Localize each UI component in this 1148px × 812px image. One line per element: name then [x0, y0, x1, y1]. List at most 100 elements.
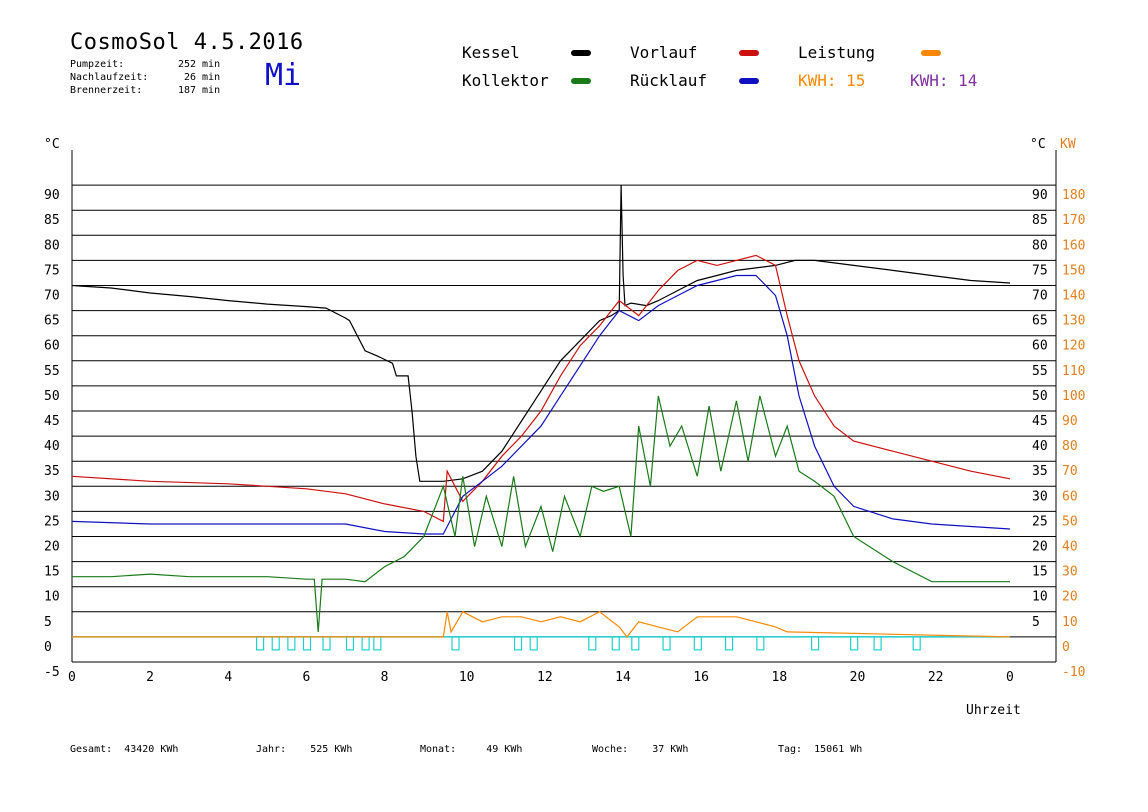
legend-ruecklauf-label: Rücklauf: [630, 71, 708, 90]
series-kessel-line: [71, 185, 1011, 482]
legend-kollektor-swatch: [571, 78, 591, 84]
y-right-tick-label: 75: [1032, 263, 1048, 278]
pump-marker: [662, 636, 671, 651]
y-right-tick-label: 60: [1032, 339, 1048, 354]
y-tick-label: 35: [44, 464, 60, 479]
pump-marker: [724, 636, 734, 651]
series-leistung-line: [72, 611, 1011, 638]
legend-leistung-label: Leistung: [798, 43, 876, 62]
y-right-tick-label: 35: [1032, 464, 1048, 479]
x-tick-label: 14: [615, 670, 631, 685]
y2-tick-label: 30: [1062, 565, 1078, 580]
x-tick-label: 12: [537, 670, 553, 685]
y-tick-label: 15: [44, 565, 60, 580]
y2-tick-label: 10: [1062, 615, 1078, 630]
pump-marker: [302, 636, 312, 651]
y-right-tick-label: 10: [1032, 590, 1048, 605]
x-tick-label: 22: [928, 670, 944, 685]
pump-marker: [322, 636, 331, 651]
pump-marker: [529, 636, 538, 651]
y-tick-label: 70: [44, 289, 60, 304]
weekday-label: Mi: [265, 58, 302, 93]
y-tick-label: 65: [44, 314, 60, 329]
x-tick-label: 10: [459, 670, 475, 685]
y-right-tick-label: 5: [1032, 615, 1040, 630]
y-tick-label: 85: [44, 213, 60, 228]
x-tick-label: 18: [772, 670, 788, 685]
y2-tick-label: 100: [1062, 389, 1085, 404]
y-right-tick-label: 45: [1032, 414, 1048, 429]
y-tick-label: 10: [44, 590, 60, 605]
chart-title: CosmoSol 4.5.2016: [70, 30, 304, 55]
y2-tick-label: 40: [1062, 540, 1078, 555]
y2-tick-label: 0: [1062, 640, 1070, 655]
y2-axis-unit: KW: [1060, 137, 1076, 152]
series-rcklauf-line: [71, 274, 1011, 535]
stats-block: Pumpzeit: 252 min Nachlaufzeit: 26 min Bre…: [70, 58, 220, 97]
pump-marker: [693, 636, 702, 651]
y-right-tick-label: 15: [1032, 565, 1048, 580]
y-axis-unit: °C: [44, 137, 60, 152]
pump-marker: [810, 636, 820, 651]
y-tick-label: 80: [44, 238, 60, 253]
y-tick-label: 25: [44, 514, 60, 529]
y-tick-label: -5: [44, 665, 60, 680]
pump-marker: [873, 636, 882, 651]
y-tick-label: 50: [44, 389, 60, 404]
footer-gesamt: Gesamt: 43420 KWh: [70, 744, 179, 755]
y-tick-label: 20: [44, 540, 60, 555]
pump-marker: [611, 636, 620, 651]
x-tick-label: 2: [146, 670, 154, 685]
y-tick-label: 75: [44, 263, 60, 278]
y-tick-label: 40: [44, 439, 60, 454]
y-tick-label: 60: [44, 339, 60, 354]
x-tick-label: 4: [224, 670, 232, 685]
y-right-tick-label: 40: [1032, 439, 1048, 454]
legend-kessel-label: Kessel: [462, 43, 520, 62]
x-tick-label: 0: [68, 670, 76, 685]
pump-marker: [513, 636, 523, 651]
legend-kollektor-label: Kollektor: [462, 71, 549, 90]
y2-tick-label: 150: [1062, 263, 1085, 278]
x-tick-label: 20: [850, 670, 866, 685]
y-right-tick-label: 65: [1032, 314, 1048, 329]
y2-tick-label: 80: [1062, 439, 1078, 454]
x-tick-label: 0: [1006, 670, 1014, 685]
y2-tick-label: 110: [1062, 364, 1085, 379]
y-tick-label: 45: [44, 414, 60, 429]
footer-jahr: Jahr: 525 KWh: [256, 744, 353, 755]
y-tick-label: 30: [44, 489, 60, 504]
y2-tick-label: 90: [1062, 414, 1078, 429]
footer-tag: Tag: 15061 Wh: [778, 744, 863, 755]
y2-tick-label: 70: [1062, 464, 1078, 479]
stat-nachlaufzeit: Nachlaufzeit: 26 min: [70, 72, 221, 83]
pump-marker: [588, 636, 597, 651]
footer-woche: Woche: 37 KWh: [592, 744, 689, 755]
pump-marker: [287, 636, 296, 651]
legend-leistung-swatch: [921, 50, 941, 56]
pump-marker: [912, 636, 921, 651]
legend-kwh2: KWH: 14: [910, 71, 978, 90]
y2-tick-label: 140: [1062, 289, 1085, 304]
y-right-tick-label: 25: [1032, 514, 1048, 529]
legend-ruecklauf-swatch: [739, 78, 759, 84]
y-right-tick-label: 85: [1032, 213, 1048, 228]
y-right-tick-label: 55: [1032, 364, 1048, 379]
y-tick-label: 90: [44, 188, 60, 203]
y2-tick-label: 130: [1062, 314, 1085, 329]
y2-tick-label: 160: [1062, 238, 1085, 253]
x-axis-title: Uhrzeit: [966, 703, 1021, 718]
y2-tick-label: 170: [1062, 213, 1085, 228]
pump-marker: [345, 636, 355, 651]
pump-marker: [451, 636, 460, 651]
y2-tick-label: 50: [1062, 514, 1078, 529]
y2-tick-label: 120: [1062, 339, 1085, 354]
y-tick-label: 0: [44, 640, 52, 655]
y-right-tick-label: 50: [1032, 389, 1048, 404]
y-right-axis-unit: °C: [1030, 137, 1046, 152]
y2-tick-label: 180: [1062, 188, 1085, 203]
legend-kessel-swatch: [571, 50, 591, 56]
legend-vorlauf-swatch: [739, 50, 759, 56]
pump-marker: [256, 636, 265, 651]
